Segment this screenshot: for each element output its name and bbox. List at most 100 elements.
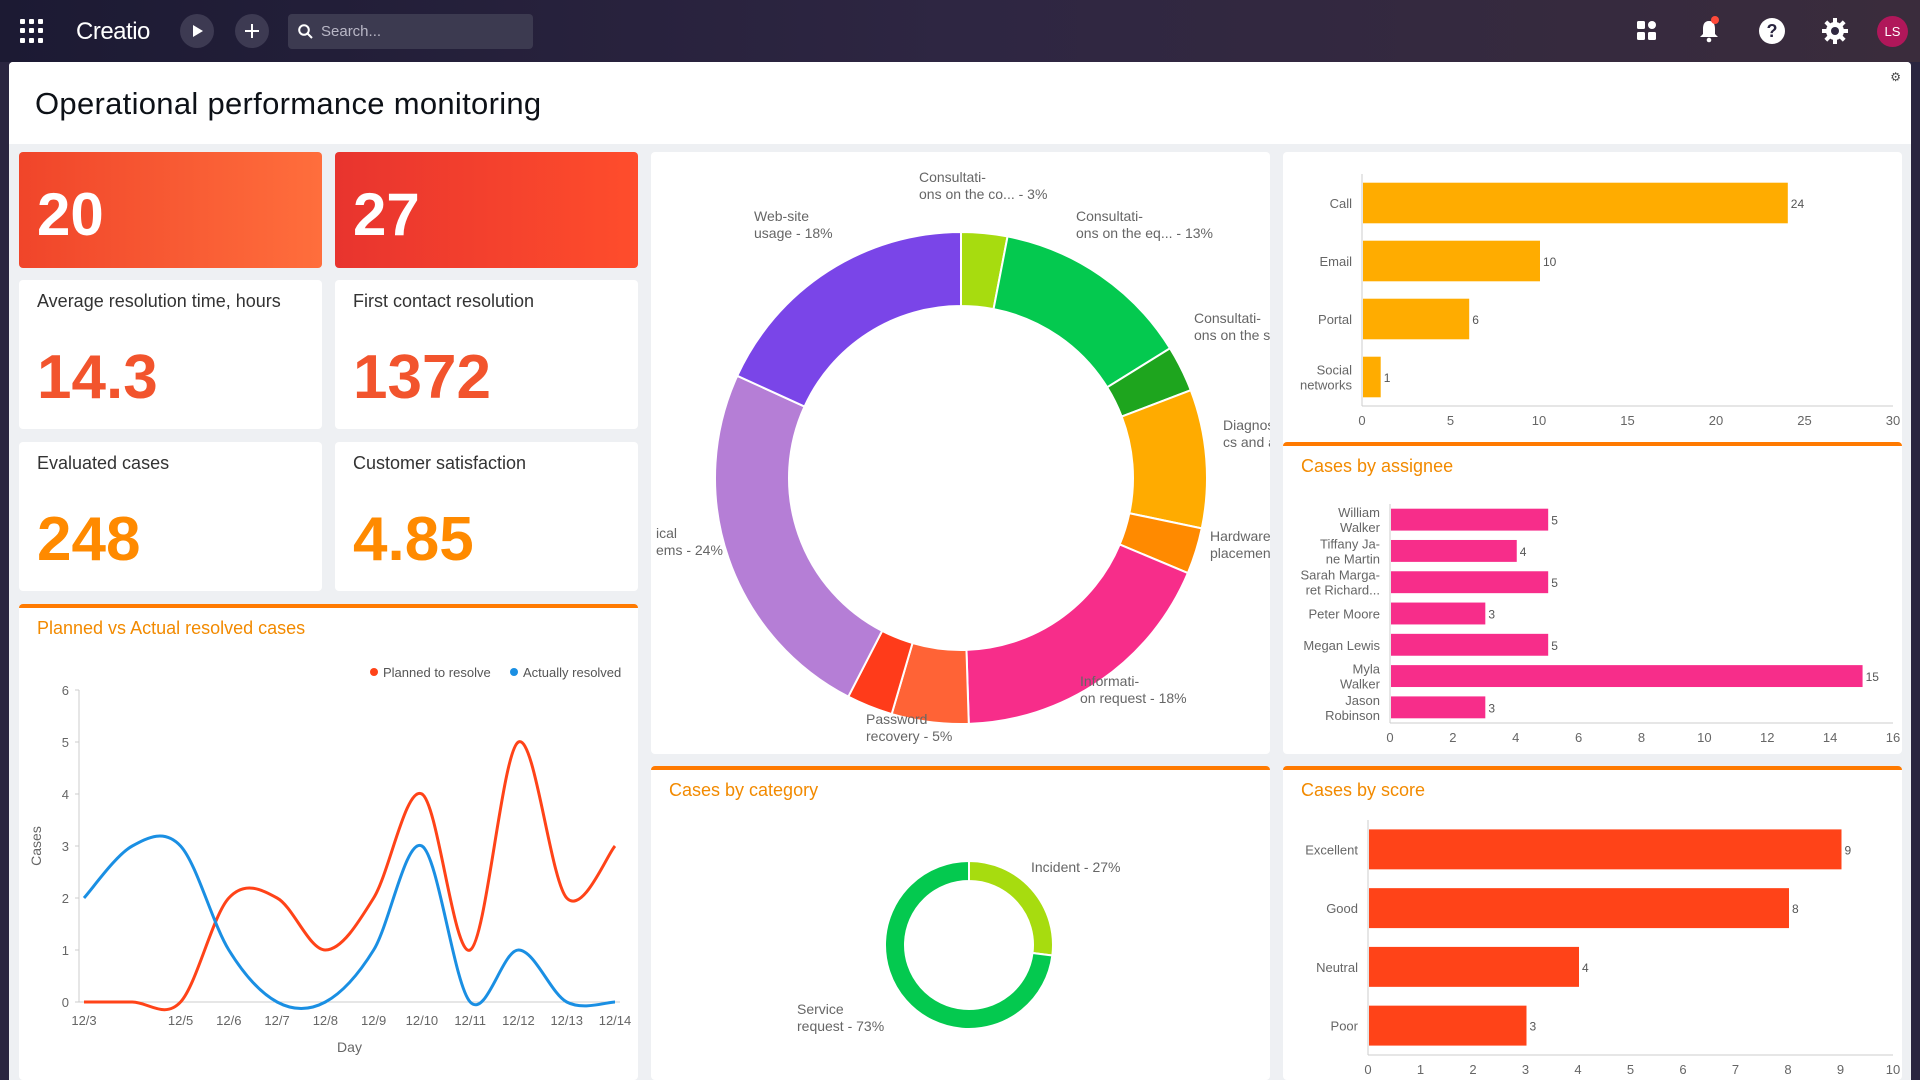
donut-slice <box>735 230 962 408</box>
category-label: William Walker <box>1338 505 1381 535</box>
bar-value-label: 10 <box>1543 255 1557 269</box>
x-tick-label: 12/9 <box>361 1013 386 1028</box>
bar <box>1391 508 1549 531</box>
category-label: Myla Walker <box>1340 662 1381 692</box>
x-tick-label: 7 <box>1732 1062 1739 1077</box>
x-tick-label: 12/5 <box>168 1013 193 1028</box>
metric-label: Customer satisfaction <box>353 453 527 473</box>
category-label: Neutral <box>1316 960 1358 975</box>
category-label: Portal <box>1318 312 1352 327</box>
gear-icon <box>1822 18 1848 44</box>
bar <box>1363 182 1788 224</box>
slice-label: Consultati-ons on the eq... - 13% <box>1076 208 1213 241</box>
slice-label: Service request - 73% <box>797 1001 884 1034</box>
assignee-bar-chart: 0 2 4 6 8 10 12 14 16 5 William Walker 4 Tiffany Ja-n… <box>1301 504 1900 745</box>
bar-value-label: 6 <box>1472 313 1479 327</box>
page-header: Operational performance monitoring ⚙ <box>9 62 1911 144</box>
score-bar-chart: 0 1 2 3 4 5 6 7 8 9 10 9 Excellent 8 Good 4 Neutral 3 Poor <box>1305 820 1900 1077</box>
page-settings-icon[interactable]: ⚙ <box>1890 70 1901 84</box>
main-panel: Operational performance monitoring ⚙ 20 … <box>9 62 1911 1080</box>
x-tick-label: 0 <box>1364 1062 1371 1077</box>
help-button[interactable]: ? <box>1757 16 1787 46</box>
category-label: Email <box>1319 254 1352 269</box>
channel-bar-chart: 0 5 10 15 20 25 30 24 Call 10 Email 6 Portal 1 Social n… <box>1300 174 1900 428</box>
channel-bar-chart-card: 0 5 10 15 20 25 30 24 Call 10 Email 6 Portal 1 Social n… <box>1283 152 1902 488</box>
x-tick-label: 12/6 <box>216 1013 241 1028</box>
category-label: Tiffany Ja-ne Martin <box>1320 536 1380 566</box>
x-tick-label: 6 <box>1575 730 1582 745</box>
apps-grid-button[interactable] <box>1632 16 1662 46</box>
notifications-button[interactable] <box>1694 16 1724 46</box>
x-tick-label: 12/7 <box>264 1013 289 1028</box>
dashboard-grid-icon <box>1637 21 1656 40</box>
x-tick-label: 1 <box>1417 1062 1424 1077</box>
bar-value-label: 9 <box>1845 843 1852 857</box>
bar-value-label: 5 <box>1551 639 1558 653</box>
metric-first-contact-resolution[interactable]: First contact resolution 1372 <box>335 280 638 429</box>
hero-tile-value: 20 <box>37 181 104 248</box>
category-label: Jason Robinson <box>1325 693 1380 723</box>
x-tick-label: 8 <box>1784 1062 1791 1077</box>
x-tick-label: 2 <box>1449 730 1456 745</box>
category-label: Poor <box>1331 1019 1359 1034</box>
settings-button[interactable] <box>1820 16 1850 46</box>
x-tick-label: 4 <box>1574 1062 1581 1077</box>
metric-value: 4.85 <box>353 505 474 574</box>
donut-chart-card: Consultati-ons on the co... - 3% Consulta… <box>651 152 1270 754</box>
hero-tile-2[interactable]: 27 <box>335 152 638 268</box>
category-label: Good <box>1326 901 1358 916</box>
donut-slice <box>1120 388 1208 530</box>
add-button[interactable] <box>235 14 269 48</box>
app-logo[interactable]: Creatio <box>76 18 150 45</box>
category-label: Peter Moore <box>1308 607 1380 622</box>
metric-customer-satisfaction[interactable]: Customer satisfaction 4.85 <box>335 442 638 591</box>
x-tick-label: 20 <box>1709 413 1723 428</box>
bar-value-label: 5 <box>1551 576 1558 590</box>
y-tick-label: 6 <box>62 683 69 698</box>
x-tick-label: 6 <box>1679 1062 1686 1077</box>
series-line-actual <box>82 834 616 1010</box>
metric-avg-resolution-time[interactable]: Average resolution time, hours 14.3 <box>19 280 322 429</box>
x-tick-label: 0 <box>1386 730 1393 745</box>
bar <box>1369 829 1842 870</box>
bar <box>1363 298 1470 340</box>
y-tick-label: 0 <box>62 995 69 1010</box>
app-launcher-icon[interactable] <box>20 19 44 43</box>
metric-value: 248 <box>37 505 141 574</box>
notification-dot <box>1711 16 1719 24</box>
category-label: Megan Lewis <box>1303 638 1380 653</box>
bar <box>1369 1005 1527 1046</box>
metric-evaluated-cases[interactable]: Evaluated cases 248 <box>19 442 322 591</box>
hero-tile-1[interactable]: 20 <box>19 152 322 268</box>
run-process-button[interactable] <box>180 14 214 48</box>
page-title: Operational performance monitoring <box>35 86 542 121</box>
slice-label: ical ems - 24% <box>656 525 723 558</box>
x-tick-label: 5 <box>1447 413 1454 428</box>
avatar[interactable]: LS <box>1877 16 1908 47</box>
x-tick-label: 12 <box>1760 730 1774 745</box>
y-axis-label: Cases <box>28 826 44 866</box>
search-box[interactable] <box>288 14 533 49</box>
slice-label: Web-site usage - 18% <box>754 208 833 241</box>
x-tick-label: 12/10 <box>406 1013 439 1028</box>
chart-title: Cases by assignee <box>1301 456 1454 476</box>
x-tick-label: 12/13 <box>550 1013 583 1028</box>
x-tick-label: 10 <box>1886 1062 1900 1077</box>
search-input[interactable] <box>321 23 521 40</box>
search-icon <box>298 24 313 39</box>
x-tick-label: 8 <box>1638 730 1645 745</box>
hero-tile-value: 27 <box>353 181 420 248</box>
assignee-bar-chart-card: Cases by assignee 0 2 4 6 8 10 12 14 16 5 William W… <box>1283 442 1902 754</box>
bar-value-label: 4 <box>1582 961 1589 975</box>
bar-value-label: 1 <box>1384 371 1391 385</box>
line-chart: 0 1 2 3 4 5 6 12/3 12/5 12/6 12/7 12/8 12/9 12/10 12/1… <box>28 665 631 1055</box>
bar-value-label: 24 <box>1791 197 1805 211</box>
x-tick-label: 14 <box>1823 730 1837 745</box>
x-tick-label: 9 <box>1837 1062 1844 1077</box>
category-label: Sarah Marga-ret Richard... <box>1301 568 1380 598</box>
bar-value-label: 5 <box>1551 514 1558 528</box>
category-label: Excellent <box>1305 842 1358 857</box>
y-tick-label: 5 <box>62 735 69 750</box>
bar-value-label: 4 <box>1520 545 1527 559</box>
x-tick-label: 10 <box>1532 413 1546 428</box>
